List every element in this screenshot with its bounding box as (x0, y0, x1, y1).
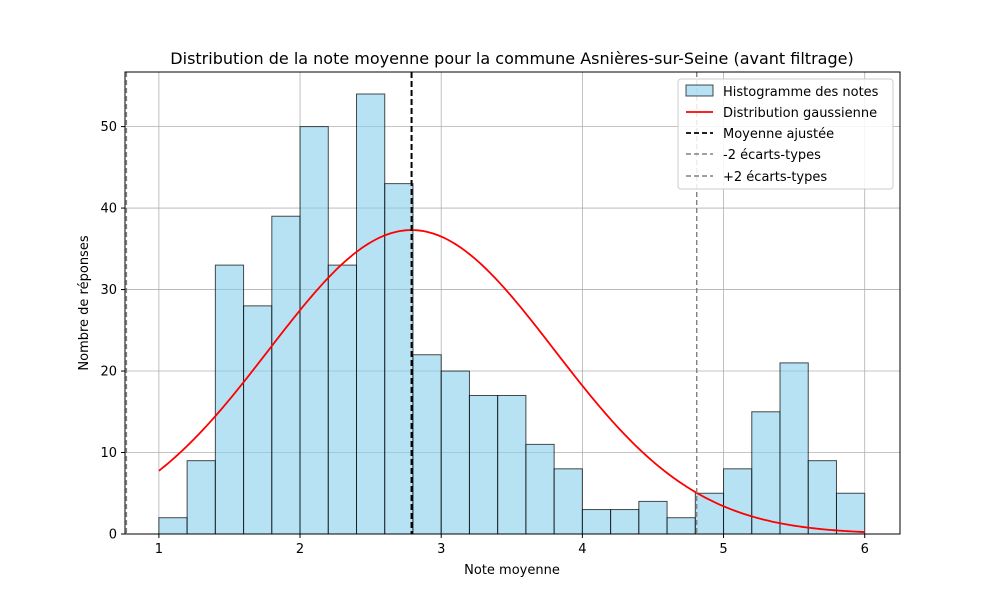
gaussian-curve (158, 229, 865, 533)
y-tick-label: 40 (100, 202, 117, 217)
histogram-bar (553, 468, 583, 535)
x-tick-label: 5 (719, 542, 727, 557)
y-tick-label: 10 (100, 446, 117, 461)
histogram-bar (666, 517, 696, 535)
legend-box (677, 78, 894, 190)
histogram-bar (412, 354, 442, 535)
histogram-bar (158, 517, 188, 535)
y-tick-label: 30 (100, 283, 117, 298)
x-tick-label: 3 (437, 542, 445, 557)
x-axis-label: Note moyenne (464, 563, 560, 578)
legend: Histogramme des notes Distribution gauss… (677, 78, 894, 190)
histogram-bar (356, 93, 386, 535)
histogram-bar (271, 215, 301, 535)
gaussian-curve-group (158, 229, 865, 533)
legend-gaussian-label: Distribution gaussienne (723, 106, 877, 121)
y-tick-label: 0 (109, 528, 117, 543)
histogram-bar (468, 394, 499, 535)
legend-mean-label: Moyenne ajustée (723, 127, 834, 142)
histogram-bar (807, 460, 837, 535)
histogram-bar (723, 468, 753, 535)
histogram-bars (158, 93, 866, 535)
histogram-bar (525, 443, 555, 535)
y-tick-label: 50 (100, 120, 117, 135)
histogram-bar (581, 509, 612, 535)
x-axis-ticks: 1 2 3 4 5 6 (155, 534, 869, 557)
histogram-bar (610, 509, 640, 535)
legend-histogram-label: Histogramme des notes (723, 85, 879, 100)
y-tick-label: 20 (100, 365, 117, 380)
histogram-bar (440, 370, 470, 535)
histogram-bar (327, 264, 358, 535)
histogram-bar (186, 460, 216, 535)
histogram-bar (835, 492, 866, 535)
histogram-bar (384, 183, 414, 535)
legend-plus2sd-label: +2 écarts-types (723, 170, 827, 185)
y-axis-label: Nombre de réponses (77, 235, 92, 370)
x-tick-label: 6 (861, 542, 869, 557)
y-axis-ticks: 0 10 20 30 40 50 (100, 120, 125, 543)
legend-histogram-swatch (685, 84, 714, 97)
histogram-bar (299, 126, 329, 535)
histogram-bar (751, 411, 781, 535)
histogram-bar (638, 500, 668, 535)
plot-frame (124, 71, 901, 535)
legend-minus2sd-label: -2 écarts-types (723, 148, 821, 163)
x-tick-label: 1 (155, 542, 163, 557)
histogram-bar (243, 305, 273, 535)
histogram-bar (497, 394, 527, 535)
x-tick-label: 4 (578, 542, 586, 557)
histogram-bar (779, 362, 809, 535)
chart-title: Distribution de la note moyenne pour la … (170, 49, 853, 68)
x-tick-label: 2 (296, 542, 304, 557)
